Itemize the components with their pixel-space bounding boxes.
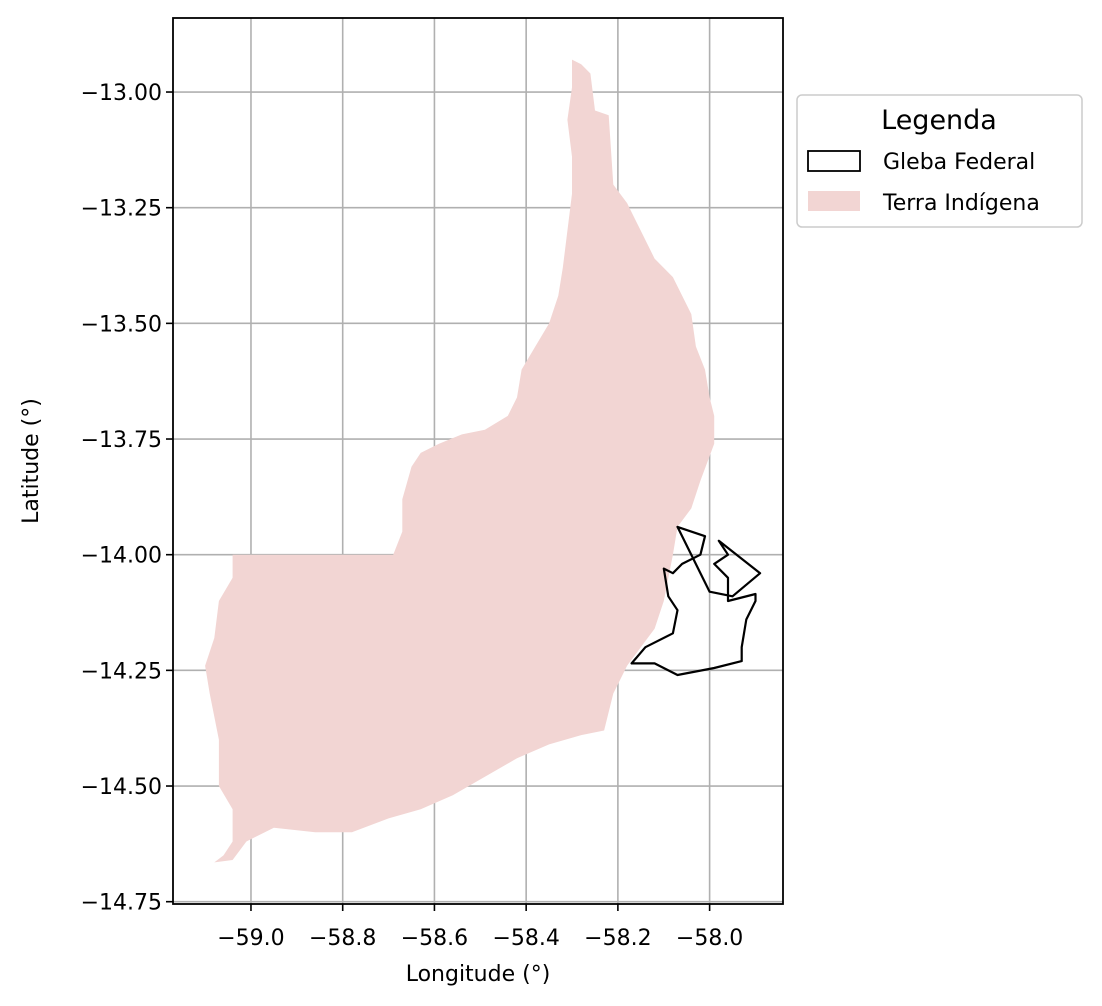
y-tick-label: −13.50: [81, 312, 162, 337]
x-tick-label: −58.4: [492, 926, 559, 951]
legend-label-terra-indigena: Terra Indígena: [882, 191, 1040, 216]
y-axis-label: Latitude (°): [19, 398, 44, 524]
y-tick-label: −13.75: [81, 428, 162, 453]
x-tick-label: −58.6: [401, 926, 468, 951]
legend-title: Legenda: [881, 105, 997, 136]
y-tick-label: −13.25: [81, 197, 162, 222]
x-tick-label: −59.0: [217, 926, 284, 951]
y-tick-label: −13.00: [81, 81, 162, 106]
legend: Legenda Gleba Federal Terra Indígena: [797, 95, 1082, 227]
y-tick-label: −14.75: [81, 891, 162, 916]
y-tick-label: −14.25: [81, 659, 162, 684]
y-tick-label: −14.50: [81, 775, 162, 800]
x-tick-label: −58.8: [309, 926, 376, 951]
terra-indigena-polygon: [205, 60, 714, 863]
y-tick-label: −14.00: [81, 544, 162, 569]
legend-label-gleba-federal: Gleba Federal: [883, 150, 1035, 175]
x-axis-label: Longitude (°): [406, 962, 551, 987]
x-tick-label: −58.2: [584, 926, 651, 951]
map-layers: [205, 60, 760, 863]
legend-swatch-terra-indigena: [808, 191, 860, 211]
x-tick-label: −58.0: [676, 926, 743, 951]
